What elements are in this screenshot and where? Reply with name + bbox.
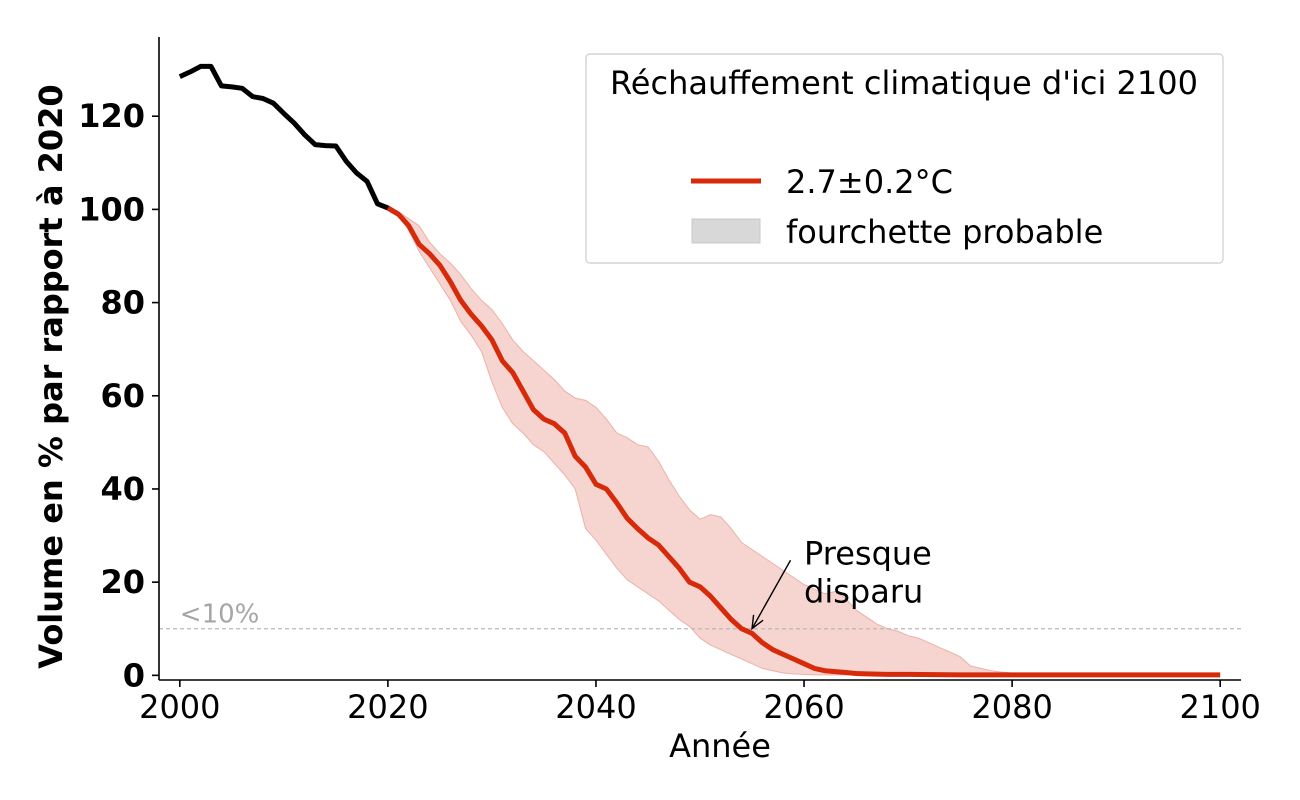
y-axis-label: Volume en % par rapport à 2020 [32,84,70,668]
x-ticks: 2000 2020 2040 2060 2080 2100 [139,680,1261,726]
x-tick-label: 2060 [763,688,844,726]
annotation-line-1: Presque [804,535,932,573]
y-tick-label: 40 [100,470,145,508]
x-axis-label: Année [669,727,771,765]
legend-swatch-band [691,218,761,244]
y-tick-label: 120 [78,97,145,135]
legend-entry-scenario: 2.7±0.2°C [786,163,953,201]
annotation-line-2: disparu [804,573,923,611]
annotation-arrowhead [751,614,764,631]
axes: 2000 2020 2040 2060 2080 2100 020406080100120… [32,37,1261,765]
series-line-historique [178,63,400,217]
legend: Réchauffement climatique d'ici 2100 2.7±… [585,53,1224,264]
y-tick-label: 0 [123,656,145,694]
x-tick-label: 2080 [971,688,1052,726]
series-line-scenario [386,205,1221,678]
x-tick-label: 2100 [1179,688,1260,726]
annotation-text: Presque disparu [804,535,942,611]
y-tick-label: 100 [78,190,145,228]
annotation-arrow [751,559,792,630]
legend-title: Réchauffement climatique d'ici 2100 [610,64,1198,102]
plot-area: <10% Presque disparu [159,63,1241,678]
likely-range-band [387,207,1221,676]
y-ticks: 0 20 40 60 80 100 120 [78,97,159,694]
x-tick-label: 2020 [347,688,428,726]
y-tick-label: 60 [100,377,145,415]
x-tick-label: 2040 [555,688,636,726]
legend-entry-range: fourchette probable [786,213,1103,251]
x-tick-label: 2000 [139,688,220,726]
y-tick-label: 80 [100,284,145,322]
legend-frame [585,53,1224,264]
threshold-label: <10% [180,600,260,630]
y-tick-label: 20 [100,563,145,601]
